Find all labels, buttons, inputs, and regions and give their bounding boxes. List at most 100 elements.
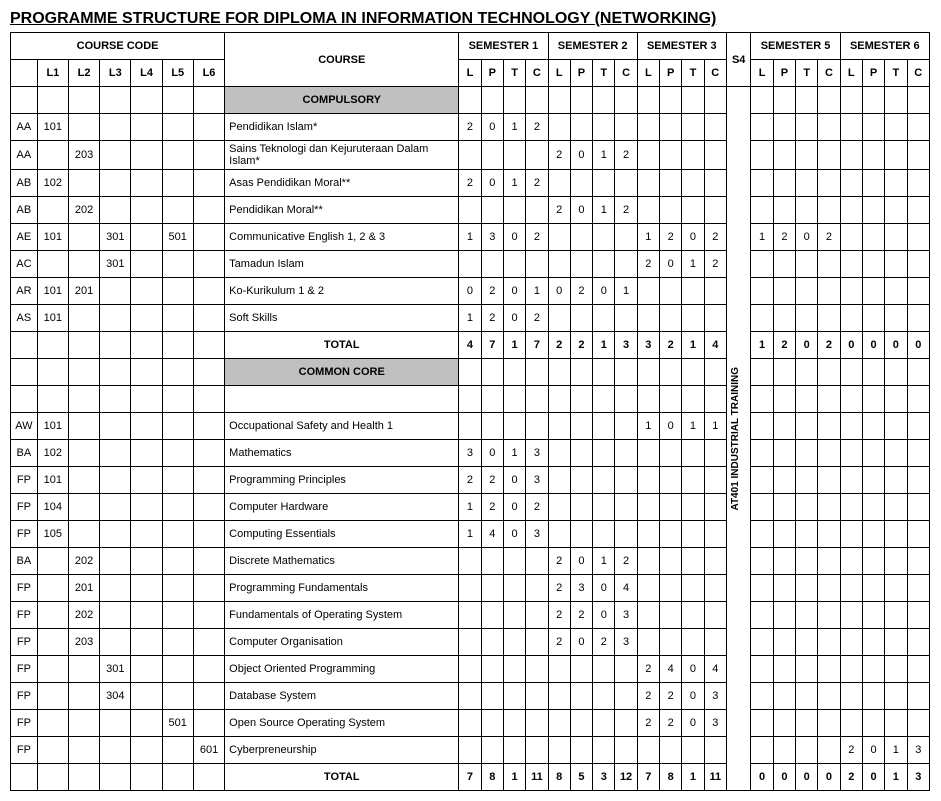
cell bbox=[907, 359, 929, 386]
s6-p: P bbox=[862, 60, 884, 87]
cell bbox=[68, 251, 99, 278]
cell bbox=[193, 359, 224, 386]
cell bbox=[548, 87, 570, 114]
cell: 0 bbox=[503, 278, 525, 305]
cell bbox=[615, 305, 637, 332]
cell bbox=[11, 764, 38, 791]
cell bbox=[862, 575, 884, 602]
cell: 4 bbox=[660, 656, 682, 683]
cell bbox=[526, 656, 548, 683]
cell bbox=[907, 87, 929, 114]
cell: 3 bbox=[615, 629, 637, 656]
cell bbox=[162, 197, 193, 224]
cell: 1 bbox=[526, 278, 548, 305]
cell bbox=[593, 386, 615, 413]
cell bbox=[907, 494, 929, 521]
cell bbox=[193, 521, 224, 548]
cell bbox=[503, 575, 525, 602]
cell bbox=[131, 197, 162, 224]
cell bbox=[131, 710, 162, 737]
cell bbox=[885, 629, 907, 656]
cell bbox=[459, 413, 481, 440]
cell: 0 bbox=[862, 737, 884, 764]
cell: FP bbox=[11, 494, 38, 521]
cell bbox=[503, 141, 525, 170]
cell bbox=[751, 197, 773, 224]
s6-l: L bbox=[840, 60, 862, 87]
cell bbox=[862, 413, 884, 440]
cell bbox=[840, 224, 862, 251]
cell bbox=[131, 575, 162, 602]
cell: 1 bbox=[459, 305, 481, 332]
cell bbox=[796, 141, 818, 170]
cell: 4 bbox=[704, 656, 726, 683]
cell bbox=[907, 602, 929, 629]
header-l6: L6 bbox=[193, 60, 224, 87]
cell: FP bbox=[11, 710, 38, 737]
cell bbox=[751, 386, 773, 413]
cell bbox=[907, 170, 929, 197]
cell bbox=[193, 170, 224, 197]
cell: FP bbox=[11, 683, 38, 710]
cell bbox=[751, 683, 773, 710]
cell bbox=[131, 602, 162, 629]
cell bbox=[885, 575, 907, 602]
cell bbox=[100, 494, 131, 521]
cell bbox=[818, 251, 840, 278]
cell bbox=[704, 629, 726, 656]
cell bbox=[615, 656, 637, 683]
cell bbox=[526, 575, 548, 602]
cell bbox=[68, 305, 99, 332]
s5-l: L bbox=[751, 60, 773, 87]
cell bbox=[862, 386, 884, 413]
cell bbox=[796, 602, 818, 629]
cell bbox=[862, 278, 884, 305]
cell bbox=[818, 114, 840, 141]
cell bbox=[162, 413, 193, 440]
cell: 2 bbox=[637, 710, 659, 737]
cell bbox=[481, 710, 503, 737]
course-name: Open Source Operating System bbox=[225, 710, 459, 737]
cell bbox=[704, 305, 726, 332]
cell bbox=[593, 467, 615, 494]
cell bbox=[68, 386, 99, 413]
cell bbox=[193, 413, 224, 440]
cell bbox=[162, 548, 193, 575]
cell bbox=[68, 359, 99, 386]
cell: 2 bbox=[481, 467, 503, 494]
cell bbox=[773, 359, 795, 386]
cell bbox=[131, 170, 162, 197]
cell bbox=[131, 737, 162, 764]
cell bbox=[907, 521, 929, 548]
cell bbox=[615, 251, 637, 278]
cell bbox=[68, 170, 99, 197]
cell bbox=[193, 710, 224, 737]
cell: 2 bbox=[548, 332, 570, 359]
table-row: BA202Discrete Mathematics2012 bbox=[11, 548, 930, 575]
cell bbox=[593, 656, 615, 683]
cell bbox=[459, 386, 481, 413]
cell: 0 bbox=[503, 494, 525, 521]
cell: 1 bbox=[682, 413, 704, 440]
cell: AA bbox=[11, 114, 38, 141]
cell bbox=[704, 141, 726, 170]
cell bbox=[751, 114, 773, 141]
course-name: Programming Fundamentals bbox=[225, 575, 459, 602]
cell bbox=[11, 87, 38, 114]
cell bbox=[570, 251, 592, 278]
cell bbox=[526, 87, 548, 114]
table-row: AA101Pendidikan Islam*2012 bbox=[11, 114, 930, 141]
cell bbox=[796, 656, 818, 683]
cell bbox=[593, 251, 615, 278]
cell bbox=[37, 141, 68, 170]
cell: 101 bbox=[37, 413, 68, 440]
cell bbox=[840, 170, 862, 197]
cell bbox=[459, 629, 481, 656]
cell bbox=[615, 440, 637, 467]
cell bbox=[840, 710, 862, 737]
cell bbox=[68, 467, 99, 494]
cell bbox=[526, 197, 548, 224]
cell bbox=[570, 467, 592, 494]
cell: AR bbox=[11, 278, 38, 305]
cell bbox=[503, 413, 525, 440]
